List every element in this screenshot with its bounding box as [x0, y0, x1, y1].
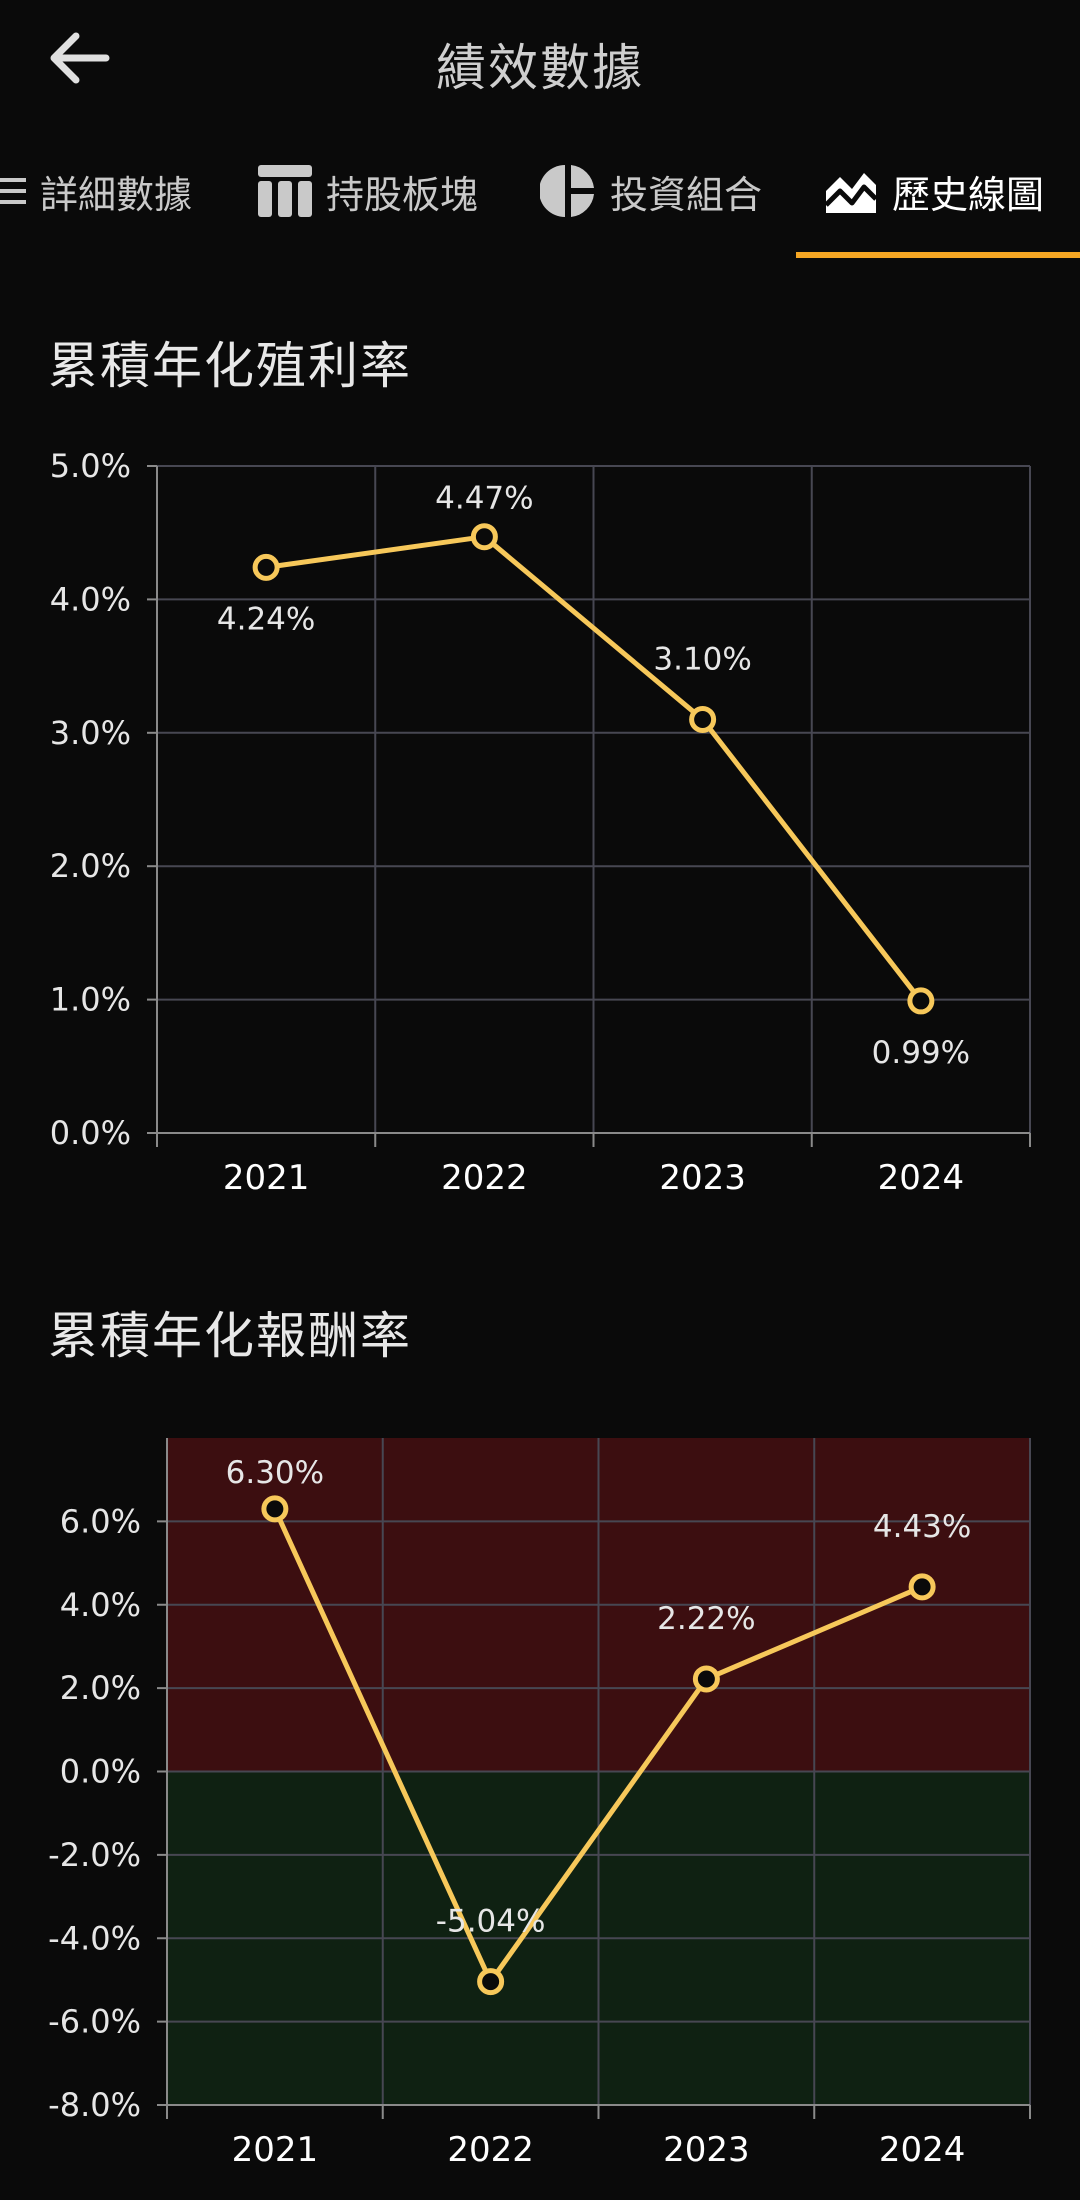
data-label: 4.47%: [435, 481, 533, 517]
y-tick-label: 0.0%: [60, 1753, 141, 1791]
tab-label: 持股板塊: [326, 172, 479, 217]
y-tick-label: 6.0%: [60, 1502, 141, 1540]
y-tick-label: -6.0%: [48, 2003, 141, 2041]
y-tick-label: -4.0%: [48, 1919, 141, 1957]
data-label: 4.43%: [873, 1509, 971, 1545]
x-tick-label: 2022: [447, 2130, 534, 2170]
dividend-yield-chart: 0.0% 1.0% 2.0% 3.0% 4.0% 5.0% 2021 2022 2023 2024…: [50, 447, 1031, 1198]
return-rate-chart: -8.0% -6.0% -4.0% -2.0% 0.0% 2.0% 4.0% 6.0% 2021…: [48, 1438, 1031, 2170]
x-tick-label: 2021: [232, 2130, 319, 2170]
data-label: 0.99%: [872, 1035, 970, 1071]
x-tick-label: 2023: [659, 1158, 746, 1198]
data-label: 4.24%: [217, 601, 315, 637]
data-point: [477, 1968, 505, 1996]
tab-sector-holdings[interactable]: 持股板塊: [258, 130, 478, 252]
active-tab-indicator: [796, 252, 1080, 258]
data-point: [907, 987, 935, 1015]
x-tick-label: 2023: [663, 2130, 750, 2170]
tab-portfolio[interactable]: 投資組合: [540, 130, 762, 252]
data-label: 2.22%: [657, 1601, 755, 1637]
chart-title-return-rate: 累積年化報酬率: [48, 1307, 412, 1365]
pie-chart-icon: [540, 163, 596, 219]
y-tick-label: 0.0%: [50, 1114, 131, 1152]
series-line: [265, 534, 923, 1003]
x-tick-label: 2024: [878, 1158, 965, 1198]
y-tick-label: 3.0%: [50, 714, 131, 752]
table-icon: [258, 165, 312, 217]
y-tick-label: 1.0%: [50, 981, 131, 1019]
y-tick-label: 2.0%: [50, 847, 131, 885]
data-label: -5.04%: [436, 1904, 546, 1940]
data-point: [692, 1665, 720, 1693]
page-title: 績效數據: [436, 39, 644, 97]
y-tick-label: 5.0%: [50, 447, 131, 485]
tab-bar: 詳細數據 持股板塊 投資組合 歷史: [0, 130, 1080, 260]
tab-label: 投資組合: [610, 172, 763, 217]
data-label: 3.10%: [653, 641, 751, 677]
line-chart-icon: [824, 167, 878, 215]
x-tick-label: 2021: [223, 1158, 310, 1198]
y-tick-label: -2.0%: [48, 1836, 141, 1874]
y-tick-label: -8.0%: [48, 2086, 141, 2124]
app-header: 績效數據: [0, 0, 1080, 116]
back-button[interactable]: [36, 22, 120, 94]
tab-detailed-data[interactable]: 詳細數據: [0, 130, 192, 252]
data-label: 6.30%: [226, 1455, 324, 1491]
data-point: [689, 705, 717, 733]
tab-history-chart[interactable]: 歷史線圖: [824, 130, 1044, 252]
tab-label: 歷史線圖: [892, 172, 1045, 217]
y-tick-label: 4.0%: [60, 1586, 141, 1624]
data-point: [470, 523, 498, 551]
chart-title-dividend-yield: 累積年化殖利率: [48, 337, 412, 395]
data-point: [261, 1495, 289, 1523]
series-line: [272, 1507, 924, 1985]
tab-label: 詳細數據: [40, 172, 193, 217]
y-tick-label: 4.0%: [50, 580, 131, 618]
data-point: [908, 1573, 936, 1601]
x-tick-label: 2022: [441, 1158, 528, 1198]
y-tick-label: 2.0%: [60, 1669, 141, 1707]
list-icon: [0, 174, 26, 208]
x-tick-label: 2024: [879, 2130, 966, 2170]
data-point: [252, 553, 280, 581]
back-arrow-icon: [50, 32, 110, 84]
